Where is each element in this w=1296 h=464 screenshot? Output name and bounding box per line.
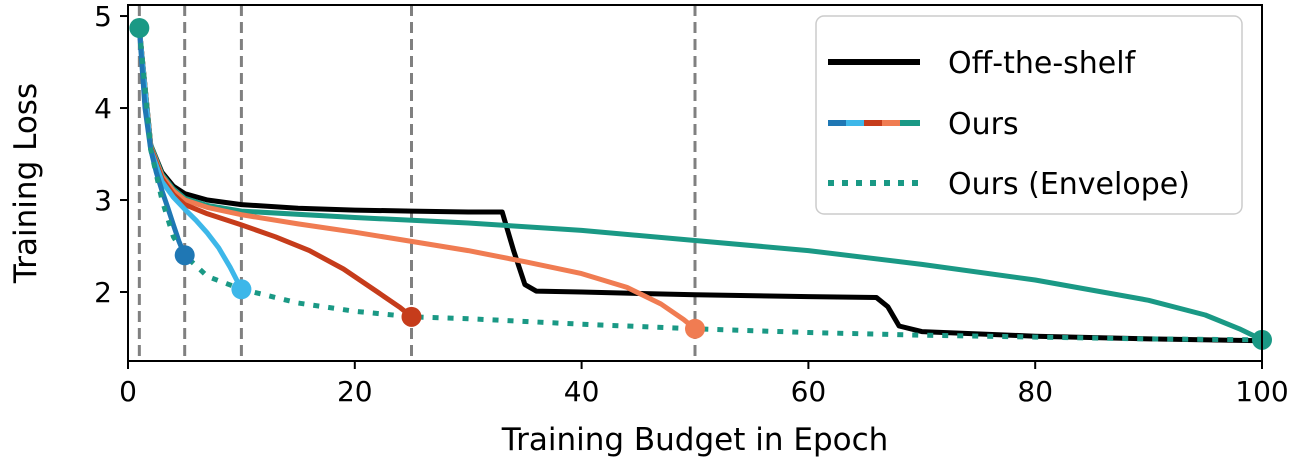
legend-label-envelope: Ours (Envelope) bbox=[948, 167, 1190, 202]
series-line-budget-25 bbox=[136, 25, 414, 320]
x-axis-label: Training Budget in Epoch bbox=[501, 422, 889, 458]
x-tick-label: 20 bbox=[337, 375, 373, 408]
series-layer bbox=[136, 25, 1262, 344]
endpoint-marker-budget-25 bbox=[401, 306, 422, 327]
legend-label-ours: Ours bbox=[948, 107, 1019, 142]
x-tick-label: 100 bbox=[1235, 375, 1288, 408]
x-tick-label: 0 bbox=[119, 375, 137, 408]
series-line-budget-50 bbox=[136, 25, 698, 332]
legend-box bbox=[815, 15, 1243, 215]
x-tick-label: 80 bbox=[1017, 375, 1053, 408]
x-tick-label: 40 bbox=[564, 375, 600, 408]
vline-layer bbox=[137, 5, 697, 361]
legend-label-off-the-shelf: Off-the-shelf bbox=[948, 46, 1137, 81]
endpoint-marker-budget-5 bbox=[174, 245, 195, 266]
plot-frame bbox=[127, 4, 1263, 362]
y-tick-label: 5 bbox=[94, 0, 112, 33]
y-tick-label: 3 bbox=[94, 184, 112, 217]
endpoint-marker-budget-100 bbox=[129, 17, 150, 38]
tick-layer: 0 20 40 60 80 100 2 3 4 5 bbox=[94, 0, 1289, 408]
y-tick-label: 4 bbox=[94, 92, 112, 125]
marker-layer bbox=[129, 17, 1272, 350]
endpoint-marker-budget-50 bbox=[685, 318, 705, 339]
series-line-budget-5 bbox=[136, 25, 188, 258]
y-tick-label: 2 bbox=[94, 276, 112, 309]
endpoint-marker-budget-10 bbox=[231, 279, 252, 300]
x-tick-label: 60 bbox=[791, 375, 827, 408]
series-line-off-the-shelf bbox=[136, 25, 1262, 344]
legend: Off-the-shelf Ours Ours (Envelope) bbox=[815, 15, 1243, 215]
y-axis-label: Training Loss bbox=[8, 83, 44, 284]
